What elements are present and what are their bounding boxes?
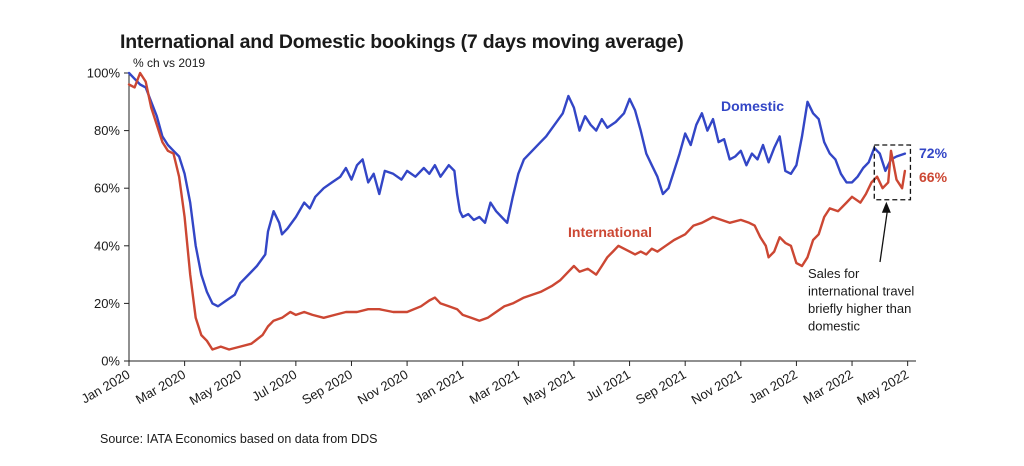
annotation-note-line: international travel — [808, 284, 914, 299]
domestic-series-label: Domestic — [721, 98, 784, 114]
x-tick-label: Mar 2022 — [800, 367, 855, 407]
y-tick-label: 20% — [94, 296, 120, 311]
series-layer: 72% 66% — [127, 71, 948, 351]
annotation-layer: Domestic International Sales for internatio… — [568, 98, 914, 334]
domestic-end-value-label: 72% — [919, 145, 948, 161]
x-tick-label: Jan 2022 — [746, 367, 800, 407]
x-tick-label: May 2020 — [187, 367, 244, 409]
y-tick-label: 60% — [94, 181, 120, 196]
x-tick-label: Jul 2020 — [249, 367, 299, 405]
international-series-label: International — [568, 224, 652, 240]
x-tick-label: Jul 2021 — [583, 367, 633, 405]
x-tick-label: Sep 2021 — [633, 367, 689, 408]
y-tick-label: 40% — [94, 238, 120, 253]
chart-source-note: Source: IATA Economics based on data fro… — [100, 432, 378, 446]
x-tick-label: May 2021 — [521, 367, 578, 409]
chart-title: International and Domestic bookings (7 d… — [120, 31, 684, 53]
highlight-box — [873, 144, 912, 201]
x-tick-label: Nov 2021 — [689, 367, 745, 408]
international-end-value-label: 66% — [919, 169, 948, 185]
annotation-arrow-line — [879, 210, 889, 263]
annotation-arrow-head — [881, 201, 891, 213]
annotation-note-line: domestic — [808, 319, 861, 334]
x-tick-label: Sep 2020 — [299, 367, 355, 408]
x-tick-label: Mar 2020 — [133, 367, 188, 407]
y-tick-label: 0% — [101, 354, 120, 369]
chart-subtitle: % ch vs 2019 — [133, 56, 206, 70]
series-line-domestic — [127, 71, 907, 308]
x-tick-label: May 2022 — [854, 367, 911, 409]
annotation-note-line: briefly higher than — [808, 301, 911, 316]
x-tick-label: Mar 2021 — [467, 367, 522, 407]
y-tick-label: 100% — [87, 66, 121, 81]
y-tick-label: 80% — [94, 123, 120, 138]
series-line-international — [127, 71, 907, 351]
x-tick-label: Nov 2020 — [355, 367, 411, 408]
x-tick-label: Jan 2020 — [79, 367, 133, 407]
annotation-note-line: Sales for — [808, 266, 860, 281]
x-tick-label: Jan 2021 — [412, 367, 466, 407]
